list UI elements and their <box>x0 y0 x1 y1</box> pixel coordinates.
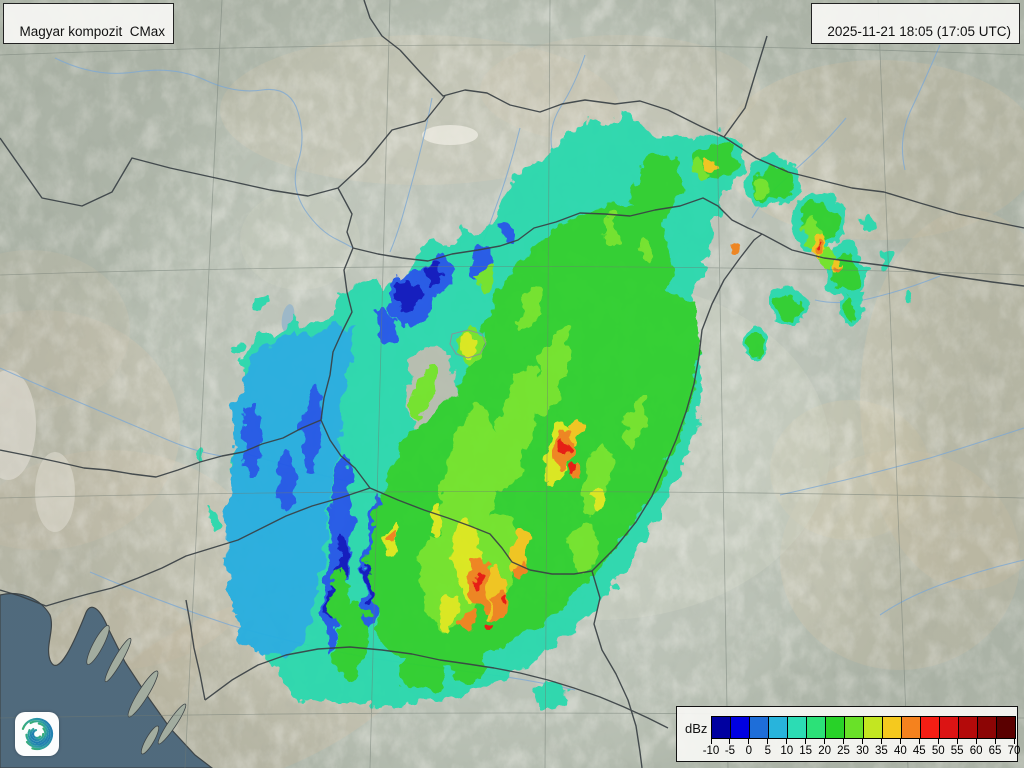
legend-color-cell <box>921 717 940 738</box>
legend-tick-label: 0 <box>745 745 753 757</box>
budapest-city-outline <box>449 329 487 359</box>
danube-upper <box>54 57 354 249</box>
legend-tick-mark <box>710 738 712 744</box>
legend-tick-label: 65 <box>988 745 1002 757</box>
legend-tick-mark <box>843 738 845 744</box>
legend-tick-label: 15 <box>799 745 813 757</box>
legend-tick-label: -5 <box>724 745 736 757</box>
legend-tick-mark <box>937 738 939 744</box>
legend-tick-label: -10 <box>702 745 720 757</box>
legend-tick-label: 5 <box>764 745 772 757</box>
hungaromet-spiral-icon <box>20 717 54 751</box>
precipitation-echo <box>195 113 913 709</box>
hungaromet-logo <box>15 712 59 756</box>
legend-unit-label: dBz <box>685 721 708 736</box>
legend-color-cell <box>940 717 959 738</box>
legend-tick-label: 40 <box>893 745 907 757</box>
legend-tick-label: 20 <box>818 745 832 757</box>
legend-tick-label: 25 <box>837 745 850 757</box>
product-title-box: Magyar kompozit CMax <box>3 3 175 44</box>
legend-color-cell <box>883 717 902 738</box>
legend-tick-mark <box>786 738 788 744</box>
legend-tick-mark <box>862 738 863 744</box>
legend-colorbar <box>711 716 1016 739</box>
legend-color-cell <box>769 717 788 738</box>
timestamp-box: 2025-11-21 18:05 (17:05 UTC) <box>810 3 1020 44</box>
legend-tick-label: 10 <box>780 745 794 757</box>
legend-tick-mark <box>956 738 958 744</box>
legend-tick-mark <box>918 738 920 744</box>
legend-tick-mark <box>880 738 882 744</box>
legend-tick-label: 55 <box>950 745 964 757</box>
legend-tick-mark <box>824 738 826 744</box>
legend-color-cell <box>788 717 807 738</box>
legend-tick-mark <box>1013 738 1015 744</box>
mures-river <box>779 427 1024 496</box>
legend-tick-mark <box>729 738 731 744</box>
legend-color-cell <box>712 717 731 738</box>
legend-color-cell <box>826 717 845 738</box>
legend-tick-mark <box>767 738 769 744</box>
legend-color-cell <box>864 717 883 738</box>
legend-tick-mark <box>899 738 901 744</box>
legend-color-cell <box>978 717 997 738</box>
timestamp-label: 2025-11-21 18:05 (17:05 UTC) <box>827 24 1011 39</box>
legend-tick-mark <box>748 738 750 744</box>
product-title: Magyar kompozit CMax <box>19 24 166 39</box>
legend-color-cell <box>959 717 978 738</box>
legend-tick-mark <box>994 738 996 744</box>
legend-tick-mark <box>805 738 807 744</box>
legend-tick-label: 50 <box>931 745 945 757</box>
legend-color-cell <box>807 717 826 738</box>
legend-color-cell <box>750 717 769 738</box>
legend-tick-label: 70 <box>1007 745 1021 757</box>
legend-color-cell <box>845 717 864 738</box>
legend-color-cell <box>997 717 1015 738</box>
legend-color-cell <box>731 717 750 738</box>
legend-tick-mark <box>975 738 977 744</box>
legend-tick-label: 45 <box>912 745 926 757</box>
legend-color-cell <box>902 717 921 738</box>
legend-tick-label: 30 <box>856 745 869 757</box>
legend-tick-label: 60 <box>969 745 983 757</box>
legend-tick-label: 35 <box>875 745 888 757</box>
dbz-legend: dBz -10 -5 0 5 10 15 20 25 30 35 40 45 50 55 60 65 70 <box>676 706 1020 762</box>
legend-ticks: -10 -5 0 5 10 15 20 25 30 35 40 45 50 55 60 65 70 <box>703 738 1020 760</box>
